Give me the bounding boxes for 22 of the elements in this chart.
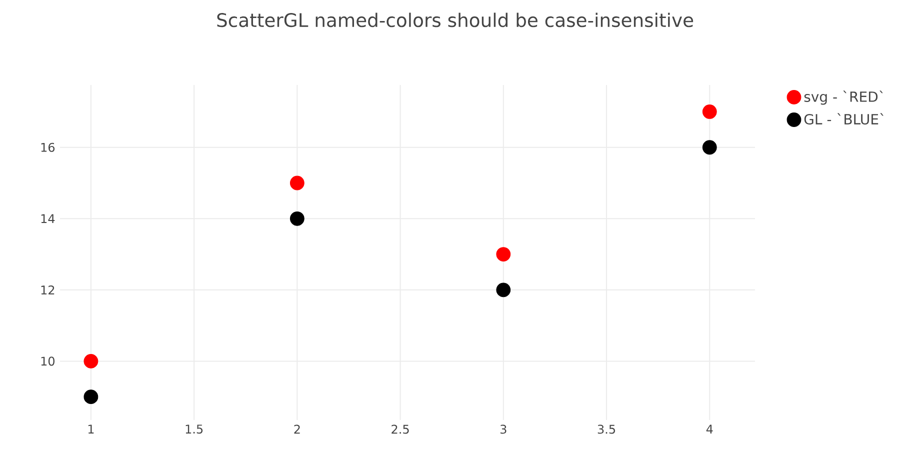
y-tick-label: 12 xyxy=(41,285,54,294)
y-tick-label: 10 xyxy=(41,356,54,366)
point xyxy=(84,354,98,368)
legend-label: svg - `RED` xyxy=(804,90,883,105)
x-tick-label: 2.5 xyxy=(392,424,409,434)
point xyxy=(290,211,304,226)
x-tick-label: 1.5 xyxy=(186,424,203,434)
x-tick-label: 2 xyxy=(294,424,300,434)
x-tick-label: 3 xyxy=(500,424,506,434)
point xyxy=(496,247,511,262)
point xyxy=(290,176,304,190)
legend-label: GL - `BLUE` xyxy=(804,113,884,125)
y-tick-label: 16 xyxy=(41,142,55,152)
point xyxy=(84,390,98,404)
x-tick-label: 3.5 xyxy=(598,424,616,434)
x-tick-label: 1 xyxy=(88,424,94,434)
point xyxy=(496,282,511,298)
y-tick-label: 14 xyxy=(41,214,55,224)
chart-title: ScatterGL named-colors should be case-insensitive xyxy=(217,12,694,28)
x-tick-label: 4 xyxy=(706,424,713,434)
point xyxy=(702,140,717,155)
point xyxy=(702,104,717,119)
